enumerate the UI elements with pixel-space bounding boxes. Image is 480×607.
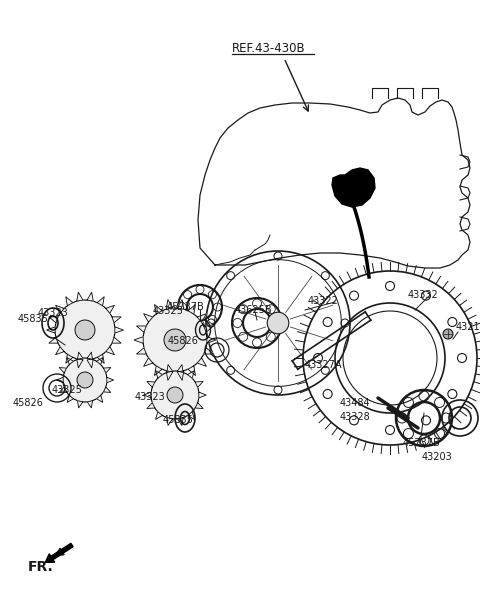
Polygon shape [96,395,103,402]
Polygon shape [67,395,73,402]
Polygon shape [87,359,93,368]
Polygon shape [112,337,121,343]
Polygon shape [107,378,114,382]
Circle shape [443,329,453,339]
Polygon shape [49,337,58,343]
Polygon shape [67,358,73,365]
Polygon shape [106,347,114,354]
Circle shape [77,372,93,388]
Polygon shape [97,354,104,363]
Text: REF.43-430B: REF.43-430B [232,42,306,55]
Polygon shape [87,292,93,301]
Circle shape [75,320,95,340]
Polygon shape [188,371,194,378]
Polygon shape [97,297,104,306]
Polygon shape [147,402,155,409]
Polygon shape [332,168,375,207]
Polygon shape [147,381,155,387]
Polygon shape [112,317,121,323]
Text: 43213: 43213 [456,322,480,332]
Polygon shape [144,392,151,398]
Polygon shape [188,305,195,314]
Text: 43325: 43325 [153,306,184,316]
Polygon shape [177,300,184,309]
Circle shape [151,371,199,419]
Text: 45826: 45826 [13,398,44,408]
Polygon shape [144,358,153,367]
Polygon shape [136,348,146,354]
Polygon shape [197,358,206,367]
Polygon shape [166,371,173,381]
Text: 45737B: 45737B [403,438,441,448]
Polygon shape [96,358,103,365]
Text: 43323: 43323 [38,308,69,318]
Polygon shape [197,314,206,322]
Polygon shape [66,354,73,363]
Polygon shape [204,326,214,332]
Polygon shape [204,348,214,354]
Polygon shape [178,418,183,426]
Text: 43323: 43323 [135,392,166,402]
Polygon shape [115,327,123,333]
Polygon shape [207,337,216,344]
Polygon shape [56,347,64,354]
Polygon shape [155,366,162,376]
Polygon shape [156,412,162,419]
Polygon shape [188,366,195,376]
Text: 43322: 43322 [308,296,339,306]
Polygon shape [77,359,83,368]
Polygon shape [178,365,183,373]
Polygon shape [167,418,173,426]
Polygon shape [144,314,153,322]
Text: 45826: 45826 [168,336,199,346]
Polygon shape [195,402,203,409]
Text: 43484: 43484 [340,398,371,408]
Polygon shape [59,387,67,392]
Polygon shape [57,378,63,382]
Polygon shape [77,292,83,301]
Polygon shape [49,317,58,323]
Text: 45737B: 45737B [167,302,205,312]
Polygon shape [77,401,83,408]
Polygon shape [134,337,143,344]
Text: 43332: 43332 [408,290,439,300]
Polygon shape [156,371,162,378]
Polygon shape [167,365,173,373]
Text: 43203: 43203 [422,452,453,462]
Polygon shape [104,368,111,373]
Text: FR.: FR. [28,560,54,574]
Polygon shape [177,371,184,381]
Polygon shape [188,412,194,419]
Circle shape [55,300,115,360]
Polygon shape [155,305,162,314]
Polygon shape [66,297,73,306]
Text: 45835: 45835 [18,314,49,324]
Polygon shape [47,327,55,333]
Polygon shape [77,352,83,359]
Text: 43325: 43325 [52,385,83,395]
Text: 43625B: 43625B [235,305,273,315]
Circle shape [63,358,107,402]
Circle shape [164,329,186,351]
Text: 43328: 43328 [340,412,371,422]
Polygon shape [199,392,206,398]
FancyArrow shape [45,543,73,562]
Text: 45835: 45835 [163,415,194,425]
Circle shape [167,387,183,403]
Polygon shape [59,368,67,373]
Polygon shape [106,305,114,313]
Polygon shape [195,381,203,387]
Polygon shape [166,300,173,309]
Circle shape [143,308,207,372]
Circle shape [267,312,289,334]
Polygon shape [87,352,93,359]
Text: 43327A: 43327A [305,360,343,370]
Polygon shape [104,387,111,392]
Polygon shape [56,305,64,313]
Polygon shape [87,401,93,408]
Polygon shape [136,326,146,332]
